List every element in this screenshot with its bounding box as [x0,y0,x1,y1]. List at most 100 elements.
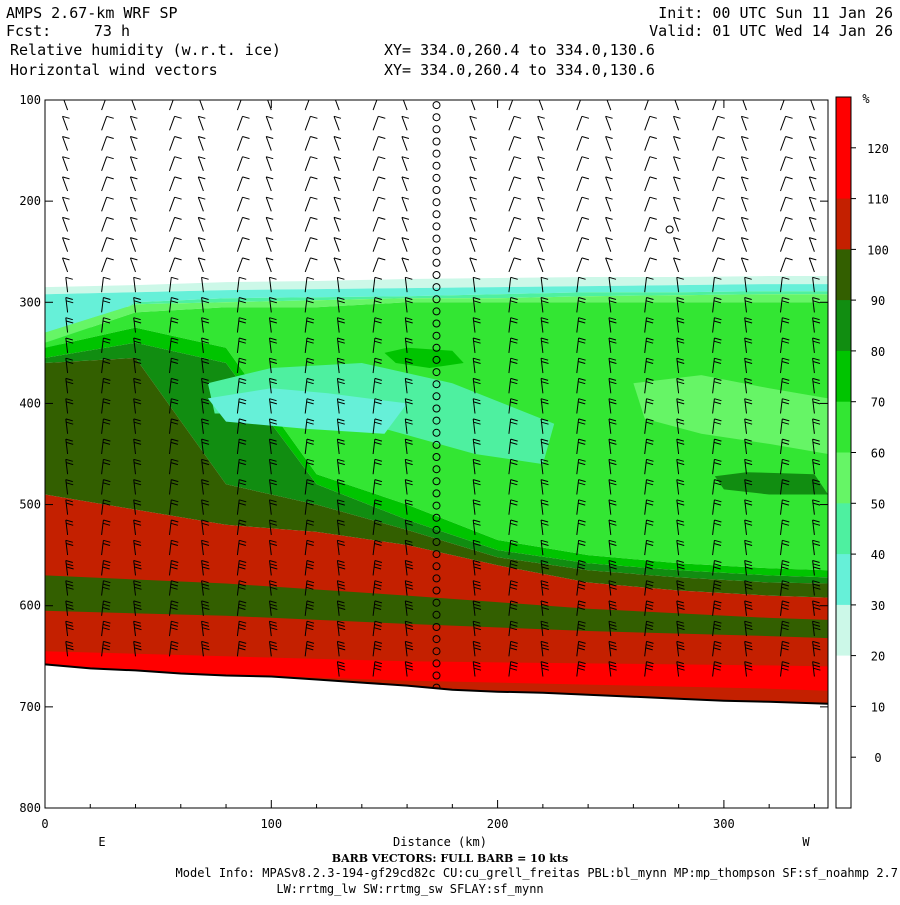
wind-barb-flag [717,237,725,241]
wind-barb [133,560,142,576]
wind-barb-flag [134,607,142,610]
wind-barb [372,620,383,637]
wind-barb-staff [101,197,108,212]
wind-barb [236,418,247,434]
wind-barb [336,377,345,394]
wind-barb-flag [174,176,182,180]
wind-barb-flag [269,337,277,341]
wind-barb [712,499,722,515]
wind-barb [469,237,477,252]
wind-barb-flag [174,237,182,241]
x-tick-label: 100 [260,817,282,831]
wind-barb-flag [62,176,70,180]
wind-barb-staff [508,156,515,171]
wind-barb-flag [578,377,586,381]
wind-barb-flag [782,661,790,665]
wind-barb [101,620,111,637]
wind-barb-flag [646,337,654,341]
wind-barb-staff [201,479,204,495]
wind-barb [133,398,142,414]
wind-barb-flag [198,136,206,139]
wind-barb-staff [169,519,172,535]
wind-barb [401,176,410,192]
wind-barb [508,357,518,374]
wind-barb-staff [712,600,715,616]
wind-barb-flag [198,115,206,119]
wind-barb-flag [473,543,481,546]
wind-barb [605,176,613,192]
wind-barb [133,357,142,374]
wind-barb [576,479,586,495]
wind-barb-staff [576,116,583,131]
wind-barb [812,519,821,535]
wind-barb-staff [101,257,108,273]
wind-barb-flag [645,664,654,668]
wind-barb-flag [513,176,522,180]
wind-barb-flag [473,644,481,648]
wind-barb-flag [785,257,793,261]
wind-barb [673,176,681,192]
wind-barb-flag [745,627,753,631]
wind-barb-staff [644,100,649,111]
wind-barb-staff [780,439,783,455]
wind-barb [812,580,821,596]
wind-barb-flag [812,563,821,567]
wind-barb [780,100,785,111]
wind-barb [333,176,342,192]
wind-barb-staff [404,560,408,576]
wind-barb-staff [236,116,243,131]
wind-barb [812,377,821,394]
wind-barb-flag [266,96,273,98]
wind-barb-staff [169,600,172,616]
wind-barb-flag [473,661,481,665]
wind-barb-flag [676,418,684,422]
wind-barb-flag [581,176,590,180]
wind-barb-staff [644,600,647,616]
wind-barb-flag [608,317,617,321]
wind-barb-staff [676,317,680,333]
wind-barb-staff [673,217,680,232]
wind-barb [404,398,413,414]
wind-barb-flag [473,667,482,671]
wind-barb-staff [267,100,272,111]
wind-barb-staff [608,337,612,353]
wind-barb-flag [781,401,790,405]
wind-barb [537,237,545,252]
wind-barb-flag [781,340,790,344]
wind-barb [712,196,725,212]
calm-wind-circle [432,525,441,534]
wind-barb-flag [677,627,685,631]
wind-barb [169,377,179,394]
wind-barb-flag [337,583,345,587]
wind-barb [101,519,111,535]
wind-barb-flag [677,586,685,590]
wind-barb [169,100,174,111]
wind-barb [65,398,74,414]
wind-barb-flag [717,216,725,220]
wind-barb-flag [714,479,722,483]
wind-barb-flag [676,438,684,442]
wind-barb-flag [201,543,210,546]
wind-barb-staff [644,116,651,131]
wind-barb [304,539,315,556]
wind-barb-flag [782,377,790,381]
wind-barb-flag [238,441,246,445]
wind-barb [101,499,111,515]
wind-barb-flag [374,340,382,344]
wind-barb-staff [608,317,612,333]
wind-barb-flag [714,519,722,523]
wind-barb-flag [65,539,73,543]
wind-barb [576,176,590,192]
wind-barb-flag [782,499,790,503]
wind-barb-flag [646,377,654,381]
wind-barb-staff [812,600,815,616]
wind-barb [372,398,383,414]
wind-barb-flag [66,340,74,344]
wind-barb [62,115,70,131]
wind-barb-staff [780,600,783,616]
wind-barb [712,317,722,333]
wind-barb-flag [510,620,518,624]
wind-barb [133,600,142,616]
wind-barb [404,297,413,313]
wind-barb-flag [378,156,386,160]
